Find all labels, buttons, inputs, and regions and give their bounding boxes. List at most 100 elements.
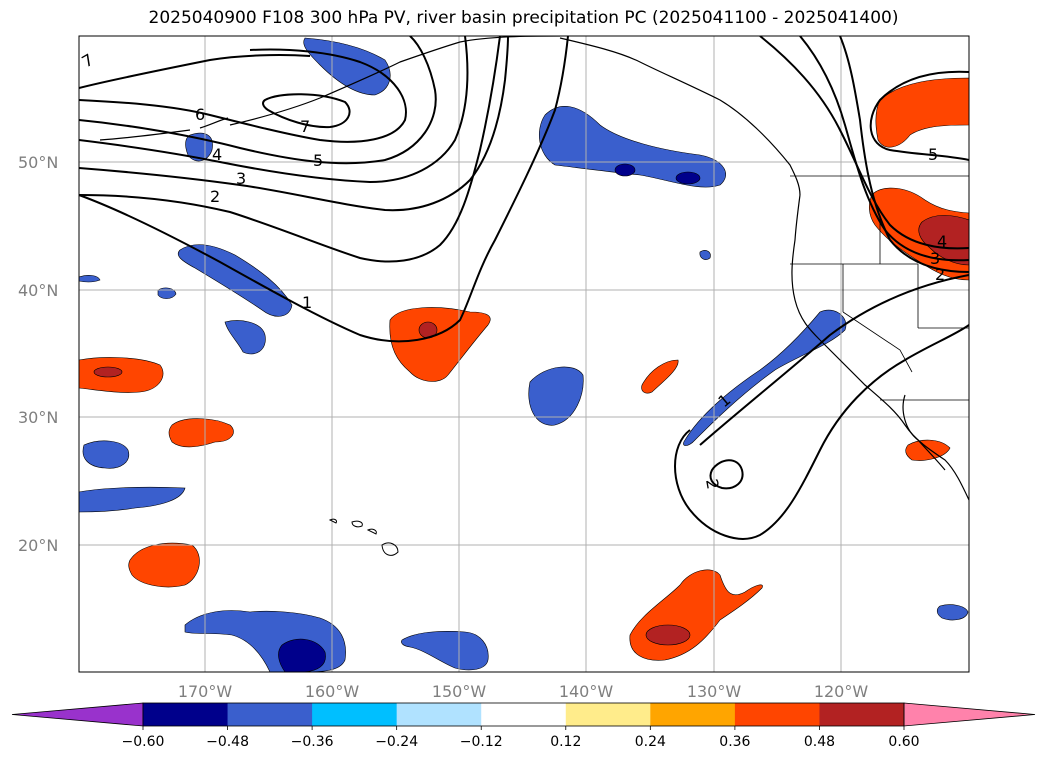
pos-region — [79, 357, 164, 393]
pos-core — [645, 624, 691, 646]
contour-label: 4 — [212, 145, 222, 164]
lon-label: 170°W — [178, 682, 233, 701]
baja-coast — [902, 394, 946, 471]
colorbar-extension-high — [903, 702, 1036, 727]
colorbar-tick-label: 0.48 — [804, 734, 835, 750]
colorbar-tick-label: −0.36 — [291, 734, 334, 750]
contour-label: 5 — [928, 145, 938, 164]
graticule — [79, 36, 969, 672]
positive-precip-regions — [79, 77, 969, 661]
contour-label: 4 — [937, 232, 947, 251]
contour-label: 2 — [210, 187, 220, 206]
neg-region — [224, 320, 266, 355]
latitude-labels: 50°N 40°N 30°N 20°N — [18, 153, 58, 555]
lat-label: 50°N — [18, 153, 58, 172]
pos-core — [93, 366, 123, 378]
colorbar-segment — [481, 703, 567, 726]
colorbar-tick-label: 0.24 — [635, 734, 666, 750]
pos-region — [128, 542, 200, 588]
lat-label: 40°N — [18, 281, 58, 300]
contour-label: 6 — [195, 105, 205, 124]
pv-contour-east-c — [839, 36, 969, 273]
contour-label: 1 — [302, 293, 312, 312]
pv-contour-2-core — [709, 459, 744, 490]
lon-label: 150°W — [432, 682, 487, 701]
colorbar-segment — [312, 703, 398, 726]
contour-label: 3 — [930, 249, 940, 268]
colorbar-tick-label: 0.12 — [550, 734, 581, 750]
colorbar-tick-label: −0.48 — [206, 734, 249, 750]
pos-region — [641, 359, 679, 394]
lon-label: 160°W — [305, 682, 360, 701]
pv-contours — [79, 36, 969, 540]
colorbar: −0.60 −0.48 −0.36 −0.24 −0.12 0.12 0.24 0.36 0.4… — [11, 702, 1036, 750]
lat-label: 30°N — [18, 408, 58, 427]
neg-region — [936, 604, 969, 621]
neg-region — [303, 37, 391, 96]
colorbar-extension-low — [11, 702, 144, 727]
colorbar-segment — [565, 703, 651, 726]
contour-label: 2 — [702, 477, 722, 490]
lon-label: 130°W — [687, 682, 742, 701]
neg-core — [278, 638, 326, 672]
pv-contour-1 — [79, 36, 569, 343]
neg-core — [614, 163, 636, 177]
neg-region — [82, 440, 130, 469]
pos-region — [875, 77, 969, 148]
neg-core — [675, 171, 701, 185]
pv-contour-3 — [79, 36, 509, 212]
neg-region — [683, 309, 847, 446]
pv-contour-east-5 — [869, 70, 969, 161]
pv-contour-1-east — [699, 274, 969, 446]
pv-contour-7-inner — [262, 93, 351, 129]
map-content: 7 6 7 5 4 3 2 1 1 5 4 3 2 2 — [79, 36, 969, 672]
colorbar-segment — [819, 703, 905, 726]
contour-label: 2 — [935, 265, 945, 284]
colorbar-tick-label: −0.12 — [460, 734, 503, 750]
pos-core — [918, 215, 969, 266]
contour-label: 5 — [313, 151, 323, 170]
contour-label: 7 — [300, 117, 310, 136]
lon-label: 140°W — [559, 682, 614, 701]
pos-region — [168, 418, 234, 448]
hawaii-islands — [328, 518, 399, 556]
pv-contour-4 — [79, 36, 469, 184]
neg-region — [79, 486, 186, 513]
pv-contour-2 — [79, 36, 501, 263]
colorbar-tick-label: 0.36 — [719, 734, 750, 750]
lon-label: 120°W — [814, 682, 869, 701]
california-coast — [819, 339, 969, 501]
colorbar-segment — [227, 703, 313, 726]
colorbar-segment — [396, 703, 482, 726]
neg-region — [699, 250, 711, 260]
longitude-labels: 170°W 160°W 150°W 140°W 130°W 120°W — [178, 682, 869, 701]
colorbar-segment — [650, 703, 736, 726]
alaska-coast — [229, 36, 801, 196]
map-title: 2025040900 F108 300 hPa PV, river basin … — [148, 8, 899, 28]
map-frame — [78, 35, 970, 673]
map-background — [79, 36, 969, 672]
pv-contour-6 — [79, 48, 407, 143]
colorbar-tick-label: 0.60 — [888, 734, 919, 750]
neg-region — [79, 275, 101, 283]
contour-label: 3 — [236, 169, 246, 188]
neg-region — [157, 287, 177, 299]
colorbar-tick-label: −0.60 — [122, 734, 165, 750]
neg-region — [401, 630, 489, 671]
pv-contour-east-a — [759, 36, 969, 250]
pv-contour-east-b — [799, 36, 969, 262]
state-borders — [790, 175, 969, 401]
lat-label: 20°N — [18, 536, 58, 555]
colorbar-segment — [734, 703, 820, 726]
pv-contour-2-low — [674, 324, 969, 540]
colorbar-tick-label: −0.24 — [375, 734, 418, 750]
neg-region — [177, 244, 293, 317]
coastlines — [99, 36, 969, 501]
pos-region — [389, 307, 491, 382]
colorbar-segment — [143, 703, 229, 726]
pv-contour-7-outer — [79, 54, 311, 89]
bc-coast — [791, 194, 821, 341]
pv-contour-5a — [79, 36, 437, 165]
neg-region — [528, 366, 584, 426]
